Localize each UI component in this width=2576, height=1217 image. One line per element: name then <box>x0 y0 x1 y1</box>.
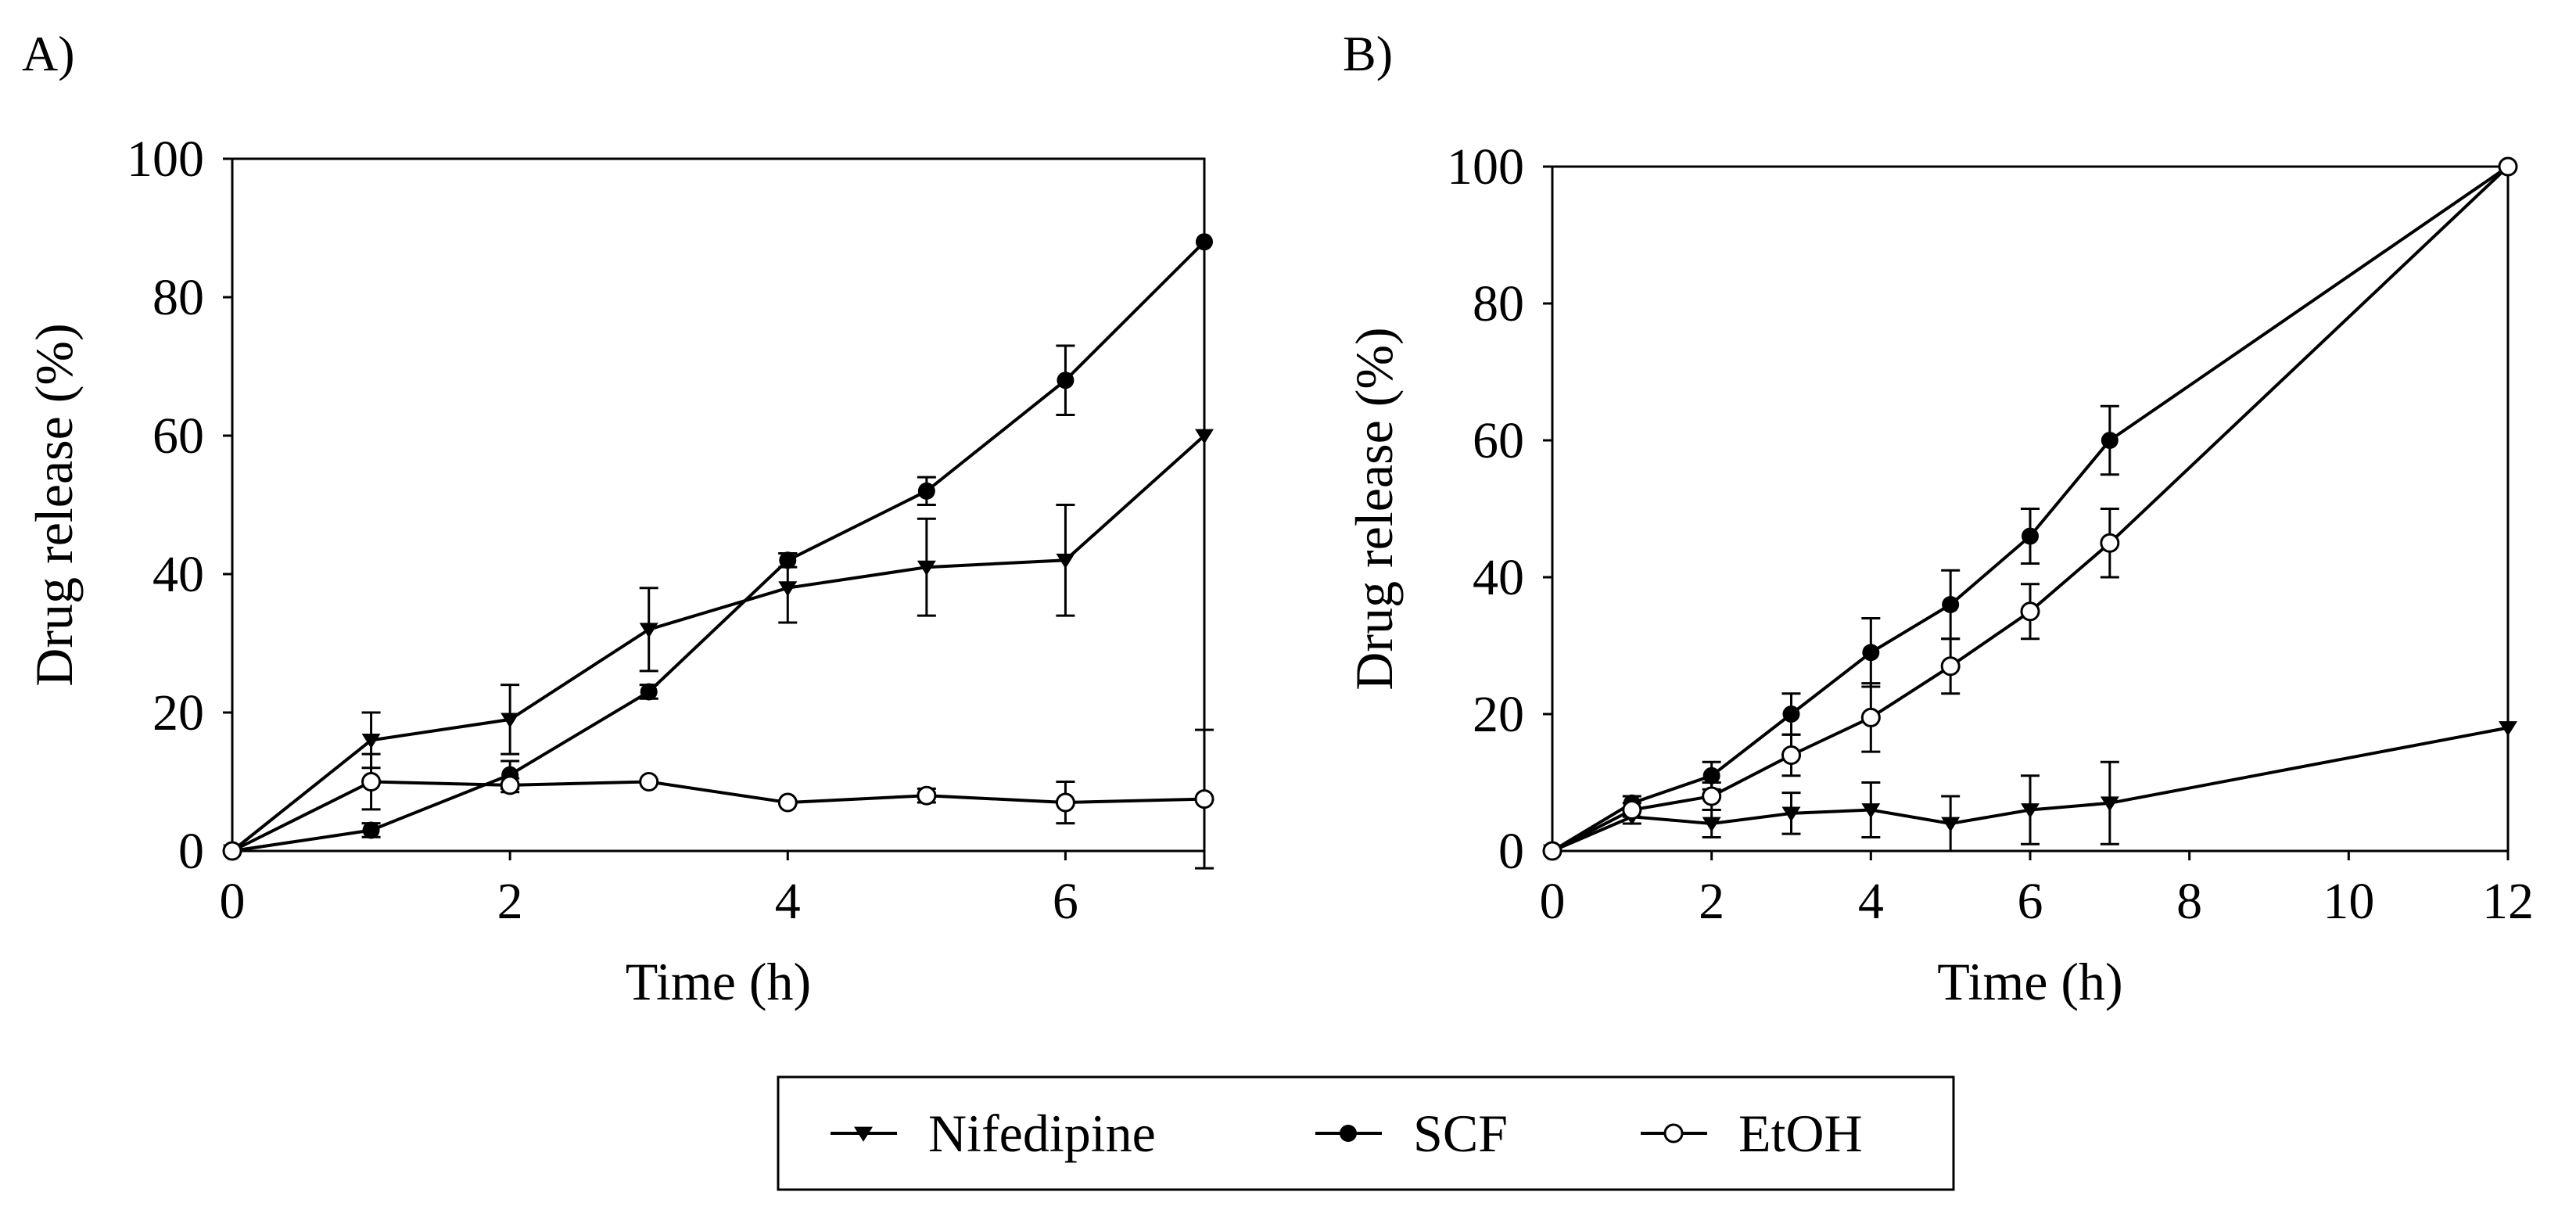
data-point-scf <box>362 821 380 839</box>
data-point-etoh <box>2100 533 2120 553</box>
data-point-etoh <box>1194 789 1214 810</box>
legend-label-nifedipine: Nifedipine <box>928 1104 1156 1163</box>
y-tick-label: 0 <box>178 823 204 880</box>
data-point-nifedipine <box>361 734 381 749</box>
legend-marker-nifedipine <box>854 1126 873 1142</box>
data-point-etoh <box>1622 800 1642 820</box>
data-point-etoh <box>639 772 659 792</box>
data-point-scf <box>1782 705 1800 723</box>
series-line-nifedipine <box>231 434 1206 853</box>
y-tick-label: 0 <box>1498 823 1524 880</box>
data-point-nifedipine <box>1056 553 1075 569</box>
data-point-scf <box>1057 372 1075 390</box>
y-tick-label: 80 <box>1473 275 1524 332</box>
data-point-scf <box>1702 766 1720 784</box>
data-point-etoh <box>1702 786 1722 806</box>
data-point-nifedipine <box>917 560 936 576</box>
data-point-etoh <box>2498 156 2518 177</box>
data-point-nifedipine <box>1941 817 1961 832</box>
panel-label: A) <box>22 26 75 81</box>
y-tick-label: 60 <box>152 407 204 465</box>
data-point-etoh <box>1055 792 1075 813</box>
data-point-etoh <box>2020 601 2040 622</box>
y-axis-title: Drug release (%) <box>1344 327 1404 690</box>
data-point-nifedipine <box>1195 429 1214 444</box>
x-tick-label: 12 <box>2482 873 2534 930</box>
data-point-etoh <box>1542 841 1562 861</box>
y-tick-label: 100 <box>127 131 204 188</box>
y-tick-label: 100 <box>1447 138 1524 196</box>
series-line-etoh <box>231 780 1205 853</box>
data-point-scf <box>640 683 658 701</box>
data-point-nifedipine <box>2499 721 2517 737</box>
panel-label: B) <box>1343 26 1393 81</box>
chart-b: B) 0 20 40 60 80 100 0 2 4 6 8 10 12 Time (h) Drug rele… <box>1343 26 2534 1011</box>
chart-a: A) 0 20 40 60 80 100 0 2 4 6 Time (h) Drug release (… <box>22 26 1214 1011</box>
data-point-etoh <box>1860 707 1881 727</box>
data-point-nifedipine <box>1702 817 1721 832</box>
data-point-scf <box>779 551 797 569</box>
x-tick-label: 0 <box>220 873 246 930</box>
data-point-nifedipine <box>1781 806 1801 822</box>
legend-label-etoh: EtOH <box>1738 1104 1863 1163</box>
y-tick-label: 20 <box>1473 686 1524 743</box>
y-tick-label: 40 <box>1473 549 1524 606</box>
x-tick-label: 6 <box>2018 873 2043 930</box>
series-line-scf <box>231 240 1206 853</box>
y-tick-label: 40 <box>152 546 204 603</box>
x-tick-label: 4 <box>1858 873 1884 930</box>
data-point-etoh <box>1781 745 1801 765</box>
data-point-etoh <box>500 775 520 795</box>
legend-label-scf: SCF <box>1413 1104 1508 1163</box>
data-point-etoh <box>917 785 937 806</box>
data-point-etoh <box>1940 656 1961 677</box>
x-tick-label: 4 <box>775 873 801 930</box>
legend-marker-scf <box>1340 1125 1357 1142</box>
x-tick-label: 0 <box>1540 873 1566 930</box>
data-point-etoh <box>361 772 382 792</box>
y-tick-label: 80 <box>152 269 204 326</box>
x-axis-title: Time (h) <box>1937 952 2122 1011</box>
data-point-nifedipine <box>2021 803 2040 819</box>
data-point-scf <box>2022 527 2039 545</box>
data-point-scf <box>1196 233 1213 251</box>
data-point-etoh <box>222 841 242 861</box>
x-tick-label: 10 <box>2323 873 2374 930</box>
data-point-scf <box>1862 644 1880 662</box>
data-point-nifedipine <box>2100 796 2119 812</box>
x-tick-label: 2 <box>1699 873 1724 930</box>
data-point-nifedipine <box>500 713 520 728</box>
x-axis-title: Time (h) <box>626 952 811 1011</box>
y-axis-title: Drug release (%) <box>24 323 84 686</box>
legend: Nifedipine SCF EtOH <box>777 1075 1955 1191</box>
data-point-scf <box>917 482 935 500</box>
data-point-nifedipine <box>1861 803 1881 819</box>
legend-marker-etoh <box>1663 1123 1684 1143</box>
data-point-nifedipine <box>778 581 798 597</box>
data-point-etoh <box>777 792 798 813</box>
data-point-scf <box>2101 432 2119 449</box>
plot-frame <box>231 157 1206 853</box>
x-tick-label: 8 <box>2176 873 2202 930</box>
x-tick-label: 2 <box>497 873 523 930</box>
data-point-scf <box>1942 596 1960 613</box>
y-tick-label: 60 <box>1473 412 1524 469</box>
data-point-nifedipine <box>639 623 658 638</box>
y-tick-label: 20 <box>152 684 204 741</box>
x-tick-label: 6 <box>1053 873 1078 930</box>
